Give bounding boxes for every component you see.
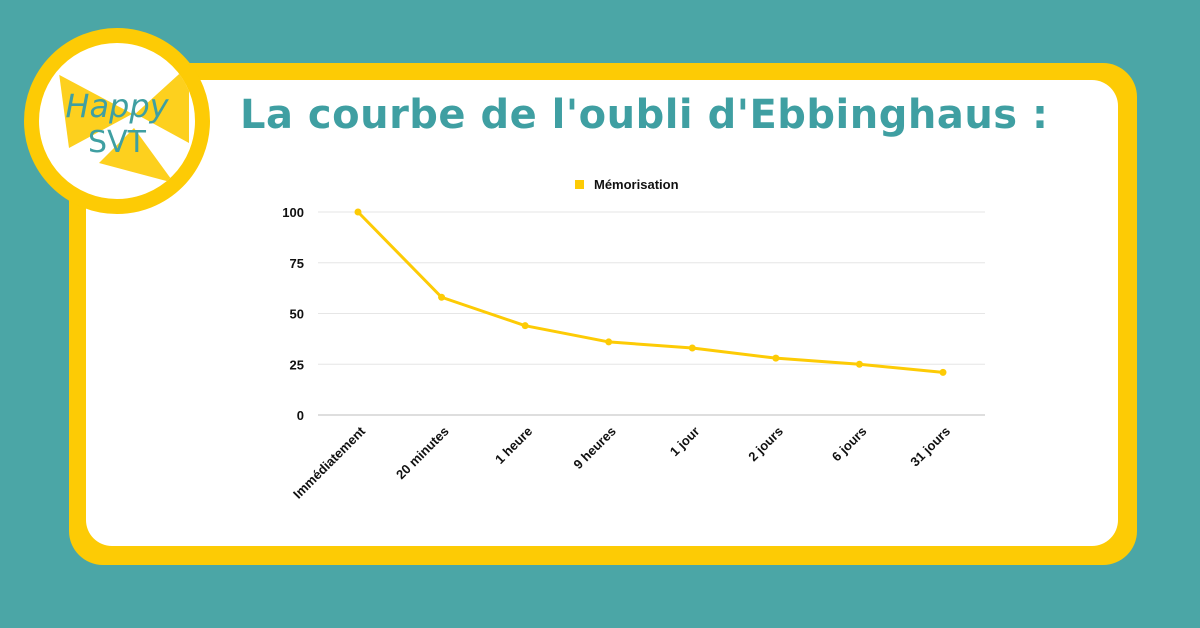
x-tick-label: 31 jours	[907, 424, 953, 470]
data-point	[855, 360, 863, 368]
y-axis-ticks: 0 25 50 75 100	[282, 205, 304, 423]
x-axis-ticks: Immédiatement 20 minutes 1 heure 9 heures 1 …	[290, 423, 953, 502]
x-tick-label: 2 jours	[745, 424, 786, 465]
legend-swatch	[575, 180, 584, 189]
data-point	[521, 322, 529, 330]
data-point	[605, 338, 613, 346]
data-point	[688, 344, 696, 352]
data-point	[354, 208, 362, 216]
x-tick-label: 1 jour	[667, 424, 703, 460]
y-tick-label: 75	[290, 256, 304, 271]
x-tick-label: 9 heures	[570, 424, 618, 472]
x-tick-label: 6 jours	[829, 424, 870, 465]
logo-word-happy: Happy	[65, 87, 169, 125]
legend: Mémorisation	[575, 177, 679, 192]
series-memorisation	[354, 208, 947, 376]
y-tick-label: 25	[290, 357, 304, 372]
x-tick-label: 20 minutes	[393, 424, 452, 483]
y-tick-label: 50	[290, 307, 304, 322]
legend-label: Mémorisation	[594, 177, 679, 192]
logo-word-svt: SVT	[88, 125, 146, 160]
data-point	[438, 293, 446, 301]
x-tick-label: Immédiatement	[290, 423, 369, 502]
data-point	[939, 368, 947, 376]
page-title: La courbe de l'oubli d'Ebbinghaus :	[240, 92, 1049, 138]
y-tick-label: 0	[297, 408, 304, 423]
gridlines	[318, 211, 985, 416]
series-line	[356, 210, 945, 374]
x-tick-label: 1 heure	[492, 424, 535, 467]
y-tick-label: 100	[282, 205, 304, 220]
lemon-slice-icon	[58, 61, 191, 183]
data-point	[772, 354, 780, 362]
